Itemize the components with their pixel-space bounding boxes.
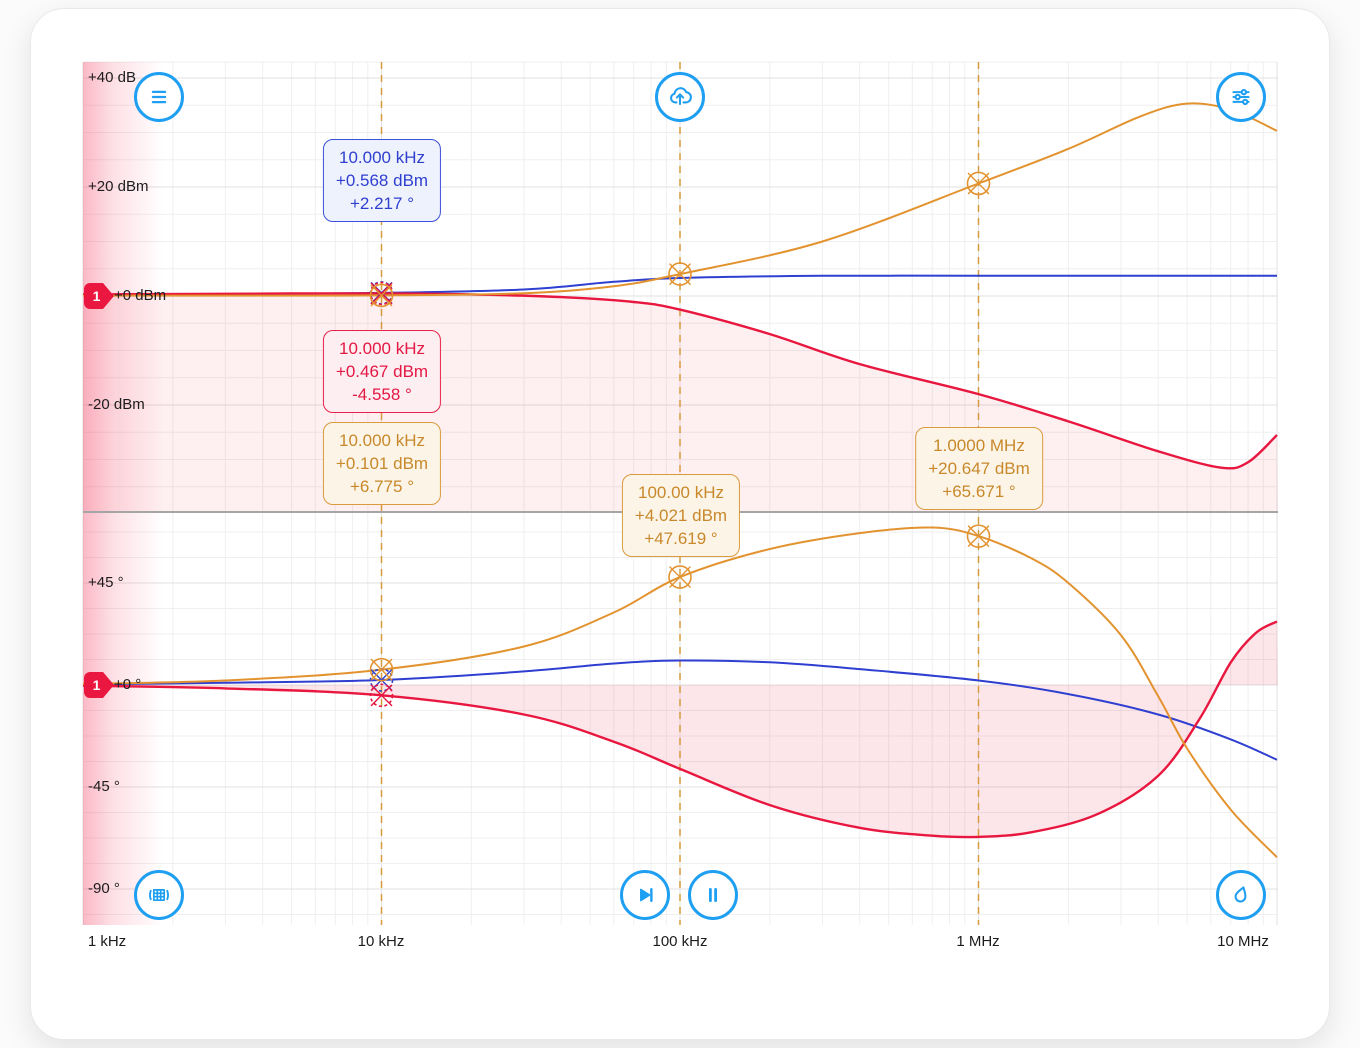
readout-line: 1.0000 MHz <box>933 436 1025 455</box>
readout-line: 10.000 kHz <box>339 148 425 167</box>
pause-icon <box>708 887 718 903</box>
readout-line: +20.647 dBm <box>928 459 1030 478</box>
freq-tick-label: 100 kHz <box>652 933 708 950</box>
trace-blue-phase[interactable] <box>82 659 1278 761</box>
cloud-upload-icon <box>670 87 692 106</box>
pause-button[interactable] <box>688 870 738 920</box>
readout-blue-10khz[interactable]: 10.000 kHz +0.568 dBm +2.217 ° <box>322 139 442 222</box>
cursor-marker-orange-phase[interactable] <box>369 657 394 682</box>
readout-line: +4.021 dBm <box>634 506 728 525</box>
readout-line: +2.217 ° <box>350 194 414 213</box>
readout-line: 10.000 kHz <box>339 339 425 358</box>
readout-line: +6.775 ° <box>350 477 414 496</box>
cloud-upload-button[interactable] <box>655 72 705 122</box>
readout-line: +47.619 ° <box>644 529 718 548</box>
freq-tick-label: 1 MHz <box>956 933 1000 950</box>
cursor-marker-orange-phase[interactable] <box>668 565 692 589</box>
cursor-marker-red-phase[interactable] <box>369 683 394 708</box>
channel-pin[interactable]: 1 <box>84 672 114 698</box>
cursor-marker-orange-mag[interactable] <box>369 283 394 308</box>
phase-tick-label: -45 ° <box>88 778 120 795</box>
readout-line: 10.000 kHz <box>339 431 425 450</box>
phase-tick-label: +0 ° <box>114 676 142 693</box>
readout-line: -4.558 ° <box>352 385 412 404</box>
cursor-marker-orange-mag[interactable] <box>668 262 692 286</box>
channel-pin[interactable]: 1 <box>84 283 114 309</box>
cursor-marker-orange-phase[interactable] <box>966 524 991 548</box>
readout-line: 100.00 kHz <box>638 483 724 502</box>
trace-orange-magnitude[interactable] <box>82 102 1278 297</box>
mag-tick-label: +0 dBm <box>114 287 167 304</box>
menu-icon <box>151 90 167 104</box>
water-drop-icon <box>1234 886 1247 903</box>
readout-line: +0.568 dBm <box>335 171 429 190</box>
svg-text:1: 1 <box>93 288 101 304</box>
menu-button[interactable] <box>134 72 184 122</box>
single-sweep-button[interactable] <box>620 870 670 920</box>
readout-line: +0.467 dBm <box>335 362 429 381</box>
readout-line: +65.671 ° <box>942 482 1016 501</box>
skip-next-icon <box>640 887 653 903</box>
readout-orange-1mhz[interactable]: 1.0000 MHz +20.647 dBm +65.671 ° <box>915 427 1043 510</box>
settings-button[interactable] <box>1216 72 1266 122</box>
sliders-icon <box>1232 88 1250 106</box>
freq-tick-label: 10 MHz <box>1217 933 1269 950</box>
channel-input-band <box>83 62 163 925</box>
readout-orange-10khz[interactable]: 10.000 kHz +0.101 dBm +6.775 ° <box>322 422 442 505</box>
mag-tick-label: +20 dBm <box>88 178 149 195</box>
readout-orange-100khz[interactable]: 100.00 kHz +4.021 dBm +47.619 ° <box>621 474 741 557</box>
freq-tick-label: 1 kHz <box>87 933 127 950</box>
grid-icon <box>149 889 169 901</box>
readout-line: +0.101 dBm <box>335 454 429 473</box>
grid-toggle-button[interactable] <box>134 870 184 920</box>
svg-text:1: 1 <box>93 677 101 693</box>
mag-tick-label: -20 dBm <box>88 396 145 413</box>
readout-red-10khz[interactable]: 10.000 kHz +0.467 dBm -4.558 ° <box>322 330 442 413</box>
phase-tick-label: +45 ° <box>88 574 124 591</box>
smoothing-button[interactable] <box>1216 870 1266 920</box>
mag-tick-label: +40 dB <box>88 69 136 86</box>
cursor-marker-orange-mag[interactable] <box>966 171 991 196</box>
freq-tick-label: 10 kHz <box>357 933 405 950</box>
phase-tick-label: -90 ° <box>88 880 120 897</box>
